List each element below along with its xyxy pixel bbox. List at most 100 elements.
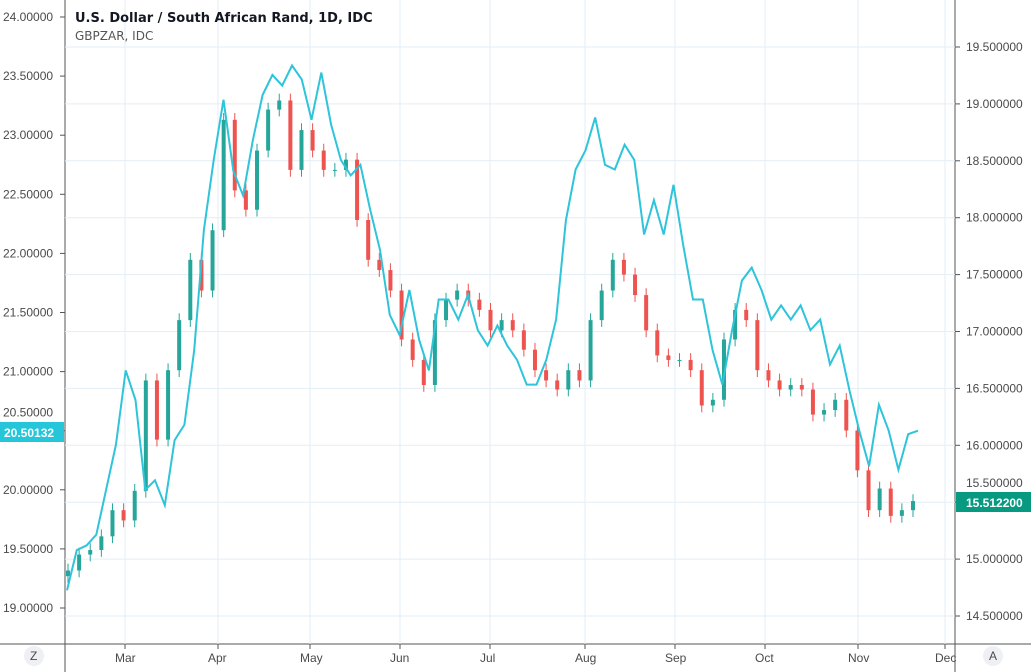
left-tick-label: 23.00000 bbox=[3, 128, 53, 142]
candle-body bbox=[177, 320, 182, 371]
candle-body bbox=[243, 190, 248, 210]
left-last-price-badge bbox=[0, 422, 64, 442]
candle bbox=[655, 323, 660, 363]
candle-body bbox=[621, 259, 626, 275]
candle bbox=[888, 481, 893, 523]
candle bbox=[721, 332, 726, 407]
candle bbox=[188, 252, 193, 327]
left-tick-label: 20.00000 bbox=[3, 483, 53, 497]
candle bbox=[399, 283, 404, 347]
candle-body bbox=[210, 230, 215, 291]
candle-body bbox=[444, 299, 449, 321]
candle bbox=[388, 263, 393, 298]
candle-body bbox=[477, 299, 482, 310]
candle bbox=[221, 113, 226, 238]
candle bbox=[488, 303, 493, 338]
candle bbox=[688, 353, 693, 378]
zoom-reset-label: Z bbox=[30, 649, 37, 663]
candle-body bbox=[710, 399, 715, 406]
candle-body bbox=[399, 290, 404, 340]
right-tick-label: 17.000000 bbox=[966, 325, 1023, 339]
candle-body bbox=[788, 384, 793, 390]
left-tick-label: 19.50000 bbox=[3, 542, 53, 556]
candle bbox=[855, 423, 860, 478]
candle-body bbox=[777, 380, 782, 390]
candle-body bbox=[121, 510, 126, 521]
candle bbox=[899, 503, 904, 523]
candle bbox=[355, 152, 360, 227]
candle-body bbox=[188, 259, 193, 321]
candle bbox=[310, 123, 315, 158]
candle-body bbox=[532, 349, 537, 371]
right-tick-label: 15.500000 bbox=[966, 476, 1023, 490]
candle-body bbox=[321, 150, 326, 170]
candle bbox=[110, 503, 115, 544]
candle-body bbox=[688, 359, 693, 371]
candle-body bbox=[343, 159, 348, 170]
right-tick-label: 14.500000 bbox=[966, 609, 1023, 623]
candle bbox=[444, 292, 449, 327]
candle bbox=[154, 373, 159, 447]
candle bbox=[544, 363, 549, 388]
candle bbox=[455, 283, 460, 307]
candle-body bbox=[844, 399, 849, 431]
candle bbox=[911, 494, 915, 517]
candle bbox=[288, 93, 293, 177]
left-tick-label: 23.50000 bbox=[3, 69, 53, 83]
right-last-price: 15.512200 bbox=[966, 496, 1023, 510]
candle bbox=[410, 332, 415, 367]
left-axis[interactable]: 19.00000 19.50000 20.00000 20.50000 21.00000… bbox=[3, 10, 65, 615]
candle bbox=[577, 363, 582, 388]
candle-body bbox=[877, 488, 882, 511]
candle bbox=[421, 353, 426, 392]
candle-body bbox=[733, 309, 738, 340]
time-tick-label: Sep bbox=[665, 651, 687, 665]
time-tick-label: Jul bbox=[480, 651, 495, 665]
candle-body bbox=[99, 536, 104, 550]
candle bbox=[532, 342, 537, 378]
gbpzar-line bbox=[66, 63, 919, 591]
candle-body bbox=[599, 290, 604, 321]
candle bbox=[799, 378, 804, 397]
candle bbox=[210, 223, 215, 298]
right-tick-label: 18.000000 bbox=[966, 211, 1023, 225]
candle-body bbox=[666, 355, 671, 360]
candle-body bbox=[432, 320, 437, 385]
candle-body bbox=[332, 169, 337, 171]
candle bbox=[599, 283, 604, 327]
candle bbox=[877, 481, 882, 517]
left-tick-label: 20.50000 bbox=[3, 406, 53, 420]
candle-body bbox=[677, 359, 682, 361]
time-tick-label: Oct bbox=[755, 651, 774, 665]
zoom-reset-button[interactable] bbox=[24, 646, 44, 666]
candle bbox=[755, 313, 760, 378]
right-tick-label: 17.500000 bbox=[966, 268, 1023, 282]
candle bbox=[299, 123, 304, 177]
time-axis[interactable]: Mar Apr May Jun Jul Aug Sep Oct Nov Dec bbox=[115, 644, 956, 665]
chart-subtitle: GBPZAR, IDC bbox=[75, 29, 153, 43]
right-axis[interactable]: 14.500000 15.000000 15.500000 16.000000 16.5… bbox=[955, 40, 1023, 623]
candle bbox=[666, 348, 671, 367]
candle-body bbox=[855, 430, 860, 471]
time-tick-label: Apr bbox=[208, 651, 227, 665]
auto-scale-button[interactable] bbox=[983, 646, 1003, 666]
candle-body bbox=[766, 370, 771, 381]
candle-body bbox=[299, 130, 304, 170]
auto-scale-label: A bbox=[989, 649, 997, 663]
candle-body bbox=[799, 384, 804, 390]
candle bbox=[633, 267, 638, 302]
candle-body bbox=[521, 330, 526, 350]
candle bbox=[321, 143, 326, 177]
candle-body bbox=[266, 109, 271, 151]
candle-body bbox=[721, 339, 726, 400]
time-tick-label: Mar bbox=[115, 651, 136, 665]
candle-body bbox=[911, 501, 915, 511]
candle bbox=[710, 392, 715, 413]
left-tick-label: 21.00000 bbox=[3, 365, 53, 379]
candle bbox=[610, 252, 615, 298]
candle-body bbox=[499, 320, 504, 331]
candle bbox=[266, 102, 271, 158]
candle bbox=[88, 543, 93, 562]
candle bbox=[377, 252, 382, 277]
